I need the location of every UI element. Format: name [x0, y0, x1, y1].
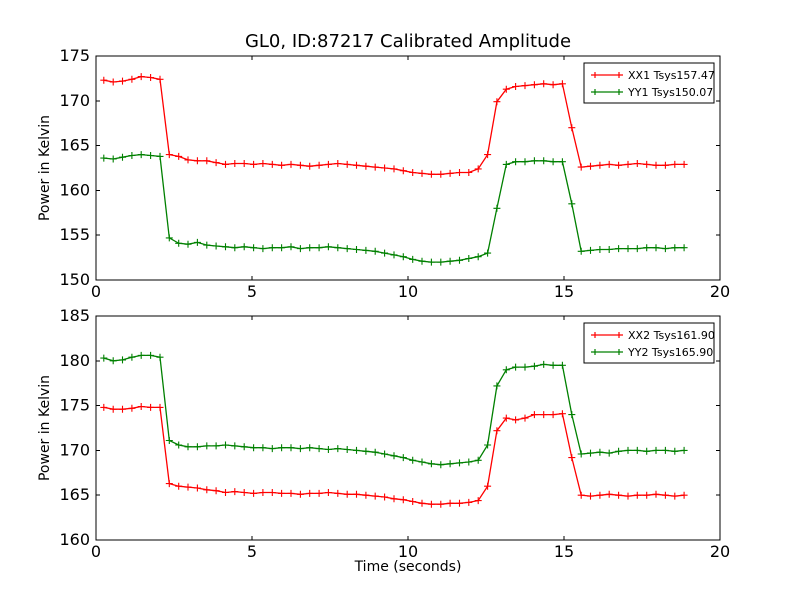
series-xx1 — [100, 73, 688, 178]
legend-box — [583, 62, 715, 104]
legend-label: XX2 Tsys161.90 — [628, 329, 715, 342]
y-tick-label: 175 — [59, 396, 90, 415]
series-markers — [100, 73, 688, 178]
y-tick-label: 185 — [59, 306, 90, 325]
series-markers — [100, 151, 688, 266]
x-tick-label: 10 — [398, 542, 418, 561]
x-tick-label: 20 — [710, 542, 730, 561]
legend: XX2 Tsys161.90 YY2 Tsys165.90 — [583, 322, 715, 364]
series-markers — [100, 403, 688, 508]
x-axis-label: Time (seconds) — [354, 559, 462, 575]
y-tick-label: 160 — [59, 180, 90, 199]
plot-border — [95, 315, 721, 541]
x-tick-label: 5 — [247, 282, 257, 301]
y-tick-label: 175 — [59, 46, 90, 65]
series-yy2 — [100, 351, 688, 469]
legend-box — [583, 322, 715, 364]
legend-label: YY1 Tsys150.07 — [627, 86, 713, 99]
legend: XX1 Tsys157.47 YY1 Tsys150.07 — [583, 62, 715, 104]
y-axis-label: Power in Kelvin — [37, 375, 53, 481]
x-tick-label: 0 — [91, 282, 101, 301]
y-axis-label: Power in Kelvin — [37, 115, 53, 221]
legend-label: YY2 Tsys165.90 — [627, 346, 713, 359]
series-yy1 — [100, 151, 688, 266]
legend-sample-line — [591, 332, 623, 338]
plot-border — [95, 55, 721, 281]
y-tick-label: 165 — [59, 136, 90, 155]
bottom-plot: 0 5 10 15 20 160 165 170 175 180 185 Power in Kelvi… — [37, 306, 730, 561]
x-tick-label: 15 — [554, 282, 574, 301]
legend-label: XX1 Tsys157.47 — [628, 69, 715, 82]
legend-sample-line — [591, 349, 623, 355]
series-markers — [100, 351, 688, 469]
y-tick-label: 150 — [59, 270, 90, 289]
x-tick-label: 10 — [398, 282, 418, 301]
y-tick-label: 170 — [59, 91, 90, 110]
x-tick-label: 15 — [554, 542, 574, 561]
x-tick-label: 0 — [91, 542, 101, 561]
y-tick-label: 170 — [59, 440, 90, 459]
x-tick-label: 5 — [247, 542, 257, 561]
y-tick-label: 160 — [59, 530, 90, 549]
x-tick-label: 20 — [710, 282, 730, 301]
top-plot: 0 5 10 15 20 150 155 160 165 170 175 Power in Kelvi… — [37, 46, 730, 301]
series-xx2 — [100, 403, 688, 508]
y-tick-label: 155 — [59, 225, 90, 244]
y-tick-label: 180 — [59, 351, 90, 370]
y-tick-label: 165 — [59, 485, 90, 504]
plot-title: GL0, ID:87217 Calibrated Amplitude — [244, 31, 572, 52]
legend-sample-line — [591, 72, 623, 78]
legend-sample-line — [591, 89, 623, 95]
